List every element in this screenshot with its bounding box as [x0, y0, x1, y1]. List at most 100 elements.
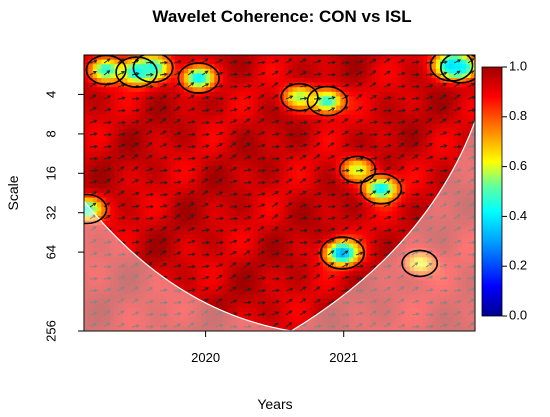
heatmap-cell	[84, 271, 89, 277]
heatmap-cell	[396, 225, 402, 231]
heatmap-cell	[231, 133, 237, 139]
heatmap-cell	[157, 151, 163, 157]
heatmap-cell	[283, 202, 289, 208]
heatmap-cell	[223, 211, 228, 217]
heatmap-cell	[288, 271, 294, 277]
heatmap-cell	[110, 124, 116, 130]
heatmap-cell	[331, 252, 337, 258]
heatmap-cell	[322, 96, 328, 102]
heatmap-cell	[140, 229, 146, 235]
heatmap-cell	[118, 206, 124, 212]
heatmap-cell	[84, 275, 89, 281]
heatmap-cell	[405, 202, 411, 208]
heatmap-cell	[344, 68, 350, 74]
heatmap-cell	[405, 326, 411, 331]
heatmap-cell	[444, 64, 450, 70]
heatmap-cell	[301, 243, 307, 249]
heatmap-cell	[244, 55, 250, 61]
heatmap-cell	[131, 285, 137, 291]
heatmap-cell	[349, 197, 354, 203]
heatmap-cell	[149, 183, 155, 189]
heatmap-cell	[105, 133, 111, 139]
heatmap-cell	[196, 275, 202, 281]
heatmap-cell	[227, 271, 233, 277]
heatmap-cell	[370, 170, 376, 176]
heatmap-cell	[418, 239, 424, 245]
heatmap-cell	[405, 308, 411, 314]
heatmap-cell	[422, 280, 428, 286]
heatmap-cell	[370, 317, 376, 323]
heatmap-cell	[205, 298, 211, 304]
heatmap-cell	[110, 202, 116, 208]
heatmap-cell	[305, 170, 311, 176]
heatmap-cell	[431, 211, 437, 217]
heatmap-cell	[166, 239, 172, 245]
heatmap-cell	[375, 220, 381, 226]
heatmap-cell	[401, 183, 407, 189]
heatmap-cell	[401, 252, 407, 258]
heatmap-cell	[266, 183, 272, 189]
heatmap-cell	[227, 216, 233, 222]
heatmap-cell	[327, 137, 333, 143]
heatmap-cell	[123, 165, 129, 171]
heatmap-cell	[231, 170, 237, 176]
heatmap-cell	[118, 82, 124, 88]
heatmap-cell	[270, 298, 276, 304]
heatmap-cell	[114, 289, 120, 295]
heatmap-cell	[166, 275, 172, 281]
heatmap-cell	[257, 257, 263, 263]
heatmap-cell	[149, 294, 155, 300]
heatmap-cell	[227, 262, 233, 268]
heatmap-cell	[183, 275, 189, 281]
heatmap-cell	[166, 285, 172, 291]
heatmap-cell	[136, 220, 142, 226]
heatmap-cell	[375, 262, 381, 268]
heatmap-cell	[435, 170, 441, 176]
heatmap-cell	[440, 160, 446, 166]
heatmap-cell	[301, 128, 307, 134]
heatmap-cell	[414, 147, 420, 153]
heatmap-cell	[196, 317, 202, 323]
heatmap-cell	[301, 133, 307, 139]
heatmap-cell	[353, 78, 359, 84]
heatmap-cell	[331, 78, 337, 84]
heatmap-cell	[88, 257, 94, 263]
heatmap-cell	[353, 308, 359, 314]
heatmap-cell	[192, 271, 198, 277]
heatmap-cell	[153, 147, 159, 153]
heatmap-cell	[409, 128, 415, 134]
heatmap-cell	[422, 257, 428, 263]
heatmap-cell	[201, 55, 207, 61]
heatmap-cell	[201, 326, 207, 331]
heatmap-cell	[409, 124, 415, 130]
heatmap-cell	[157, 252, 163, 258]
heatmap-cell	[418, 275, 424, 281]
heatmap-cell	[375, 229, 381, 235]
heatmap-cell	[192, 55, 198, 61]
heatmap-cell	[296, 170, 302, 176]
heatmap-cell	[262, 285, 268, 291]
heatmap-cell	[431, 202, 437, 208]
heatmap-cell	[366, 220, 372, 226]
heatmap-cell	[375, 326, 381, 331]
heatmap-cell	[362, 262, 367, 268]
heatmap-cell	[101, 170, 107, 176]
heatmap-cell	[183, 101, 189, 107]
heatmap-cell	[344, 124, 350, 130]
heatmap-cell	[427, 321, 433, 327]
heatmap-cell	[244, 220, 250, 226]
heatmap-cell	[283, 151, 289, 157]
heatmap-cell	[344, 326, 350, 331]
heatmap-cell	[357, 55, 363, 61]
heatmap-cell	[335, 59, 341, 65]
heatmap-cell	[309, 101, 315, 107]
heatmap-cell	[296, 271, 302, 277]
heatmap-cell	[253, 285, 259, 291]
heatmap-cell	[218, 156, 224, 162]
heatmap-cell	[140, 317, 146, 323]
heatmap-cell	[427, 193, 433, 199]
heatmap-cell	[188, 303, 194, 309]
heatmap-cell	[292, 137, 298, 143]
heatmap-cell	[179, 147, 185, 153]
heatmap-cell	[110, 317, 116, 323]
